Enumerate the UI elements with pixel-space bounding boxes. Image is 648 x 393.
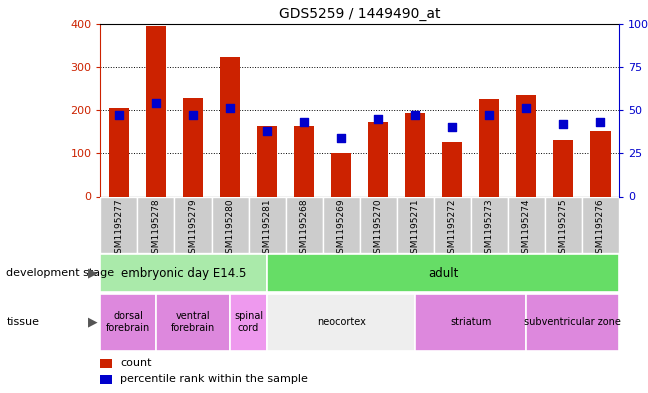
Point: [188, 112, 198, 118]
Point: [225, 105, 235, 112]
Bar: [470, 196, 508, 253]
Bar: [211, 196, 249, 253]
Bar: [156, 294, 230, 351]
Text: GSM1195278: GSM1195278: [152, 199, 161, 259]
Bar: [545, 196, 582, 253]
Point: [484, 112, 494, 118]
Text: embryonic day E14.5: embryonic day E14.5: [121, 266, 246, 280]
Text: GSM1195272: GSM1195272: [448, 199, 457, 259]
Text: GSM1195269: GSM1195269: [336, 199, 345, 259]
Point: [447, 124, 457, 130]
Bar: [442, 142, 463, 196]
Point: [558, 121, 568, 127]
Text: GSM1195279: GSM1195279: [189, 199, 198, 259]
Bar: [230, 294, 267, 351]
Bar: [267, 254, 619, 292]
Bar: [434, 196, 470, 253]
Bar: [553, 140, 573, 196]
Bar: [508, 196, 545, 253]
Text: ▶: ▶: [87, 316, 97, 329]
Bar: [294, 127, 314, 196]
Point: [151, 100, 161, 106]
Bar: [183, 98, 203, 196]
Text: GSM1195275: GSM1195275: [559, 199, 568, 259]
Text: GSM1195281: GSM1195281: [262, 199, 272, 259]
Text: tissue: tissue: [6, 317, 40, 327]
Point: [521, 105, 531, 112]
Point: [595, 119, 605, 125]
Point: [114, 112, 124, 118]
Bar: [516, 95, 537, 196]
Text: GSM1195277: GSM1195277: [115, 199, 124, 259]
Text: adult: adult: [428, 266, 458, 280]
Bar: [267, 294, 415, 351]
Bar: [100, 254, 267, 292]
Point: [373, 116, 384, 122]
Bar: [360, 196, 397, 253]
Bar: [286, 196, 323, 253]
Text: neocortex: neocortex: [317, 317, 365, 327]
Bar: [220, 57, 240, 196]
Point: [410, 112, 421, 118]
Bar: [109, 108, 129, 196]
Text: spinal
cord: spinal cord: [234, 312, 263, 333]
Text: development stage: development stage: [6, 268, 115, 278]
Bar: [137, 196, 174, 253]
Text: dorsal
forebrain: dorsal forebrain: [106, 312, 150, 333]
Text: GSM1195271: GSM1195271: [411, 199, 420, 259]
Bar: [100, 375, 112, 384]
Bar: [100, 294, 156, 351]
Bar: [397, 196, 434, 253]
Bar: [249, 196, 286, 253]
Point: [262, 128, 272, 134]
Bar: [100, 359, 112, 368]
Text: count: count: [120, 358, 152, 368]
Title: GDS5259 / 1449490_at: GDS5259 / 1449490_at: [279, 7, 441, 21]
Text: GSM1195274: GSM1195274: [522, 199, 531, 259]
Bar: [526, 294, 619, 351]
Text: striatum: striatum: [450, 317, 491, 327]
Text: GSM1195268: GSM1195268: [299, 199, 308, 259]
Point: [299, 119, 309, 125]
Bar: [479, 99, 500, 196]
Bar: [257, 127, 277, 196]
Bar: [415, 294, 526, 351]
Bar: [146, 26, 166, 196]
Bar: [590, 131, 610, 196]
Bar: [323, 196, 360, 253]
Bar: [331, 153, 351, 196]
Bar: [174, 196, 211, 253]
Bar: [405, 113, 425, 196]
Point: [336, 134, 346, 141]
Text: GSM1195276: GSM1195276: [596, 199, 605, 259]
Text: ventral
forebrain: ventral forebrain: [171, 312, 215, 333]
Text: percentile rank within the sample: percentile rank within the sample: [120, 375, 308, 384]
Text: GSM1195270: GSM1195270: [374, 199, 383, 259]
Text: ▶: ▶: [87, 266, 97, 280]
Bar: [368, 122, 388, 196]
Text: GSM1195280: GSM1195280: [226, 199, 235, 259]
Text: GSM1195273: GSM1195273: [485, 199, 494, 259]
Bar: [100, 196, 137, 253]
Bar: [582, 196, 619, 253]
Text: subventricular zone: subventricular zone: [524, 317, 621, 327]
